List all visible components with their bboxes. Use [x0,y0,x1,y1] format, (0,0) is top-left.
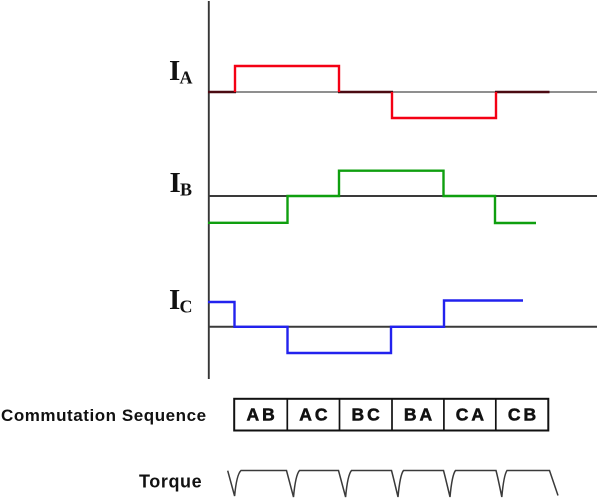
svg-text:BC: BC [352,404,383,424]
svg-text:A: A [180,68,193,88]
svg-text:B: B [180,180,192,200]
svg-text:I: I [169,55,180,87]
svg-text:I: I [169,284,180,316]
svg-text:AC: AC [299,404,330,424]
svg-text:I: I [170,167,181,199]
svg-text:C: C [180,297,193,317]
svg-text:BA: BA [404,404,435,424]
svg-text:Commutation Sequence: Commutation Sequence [1,406,207,425]
svg-text:AB: AB [247,404,278,424]
svg-text:CB: CB [508,404,539,424]
svg-text:Torque: Torque [139,472,202,492]
svg-text:CA: CA [456,404,487,424]
